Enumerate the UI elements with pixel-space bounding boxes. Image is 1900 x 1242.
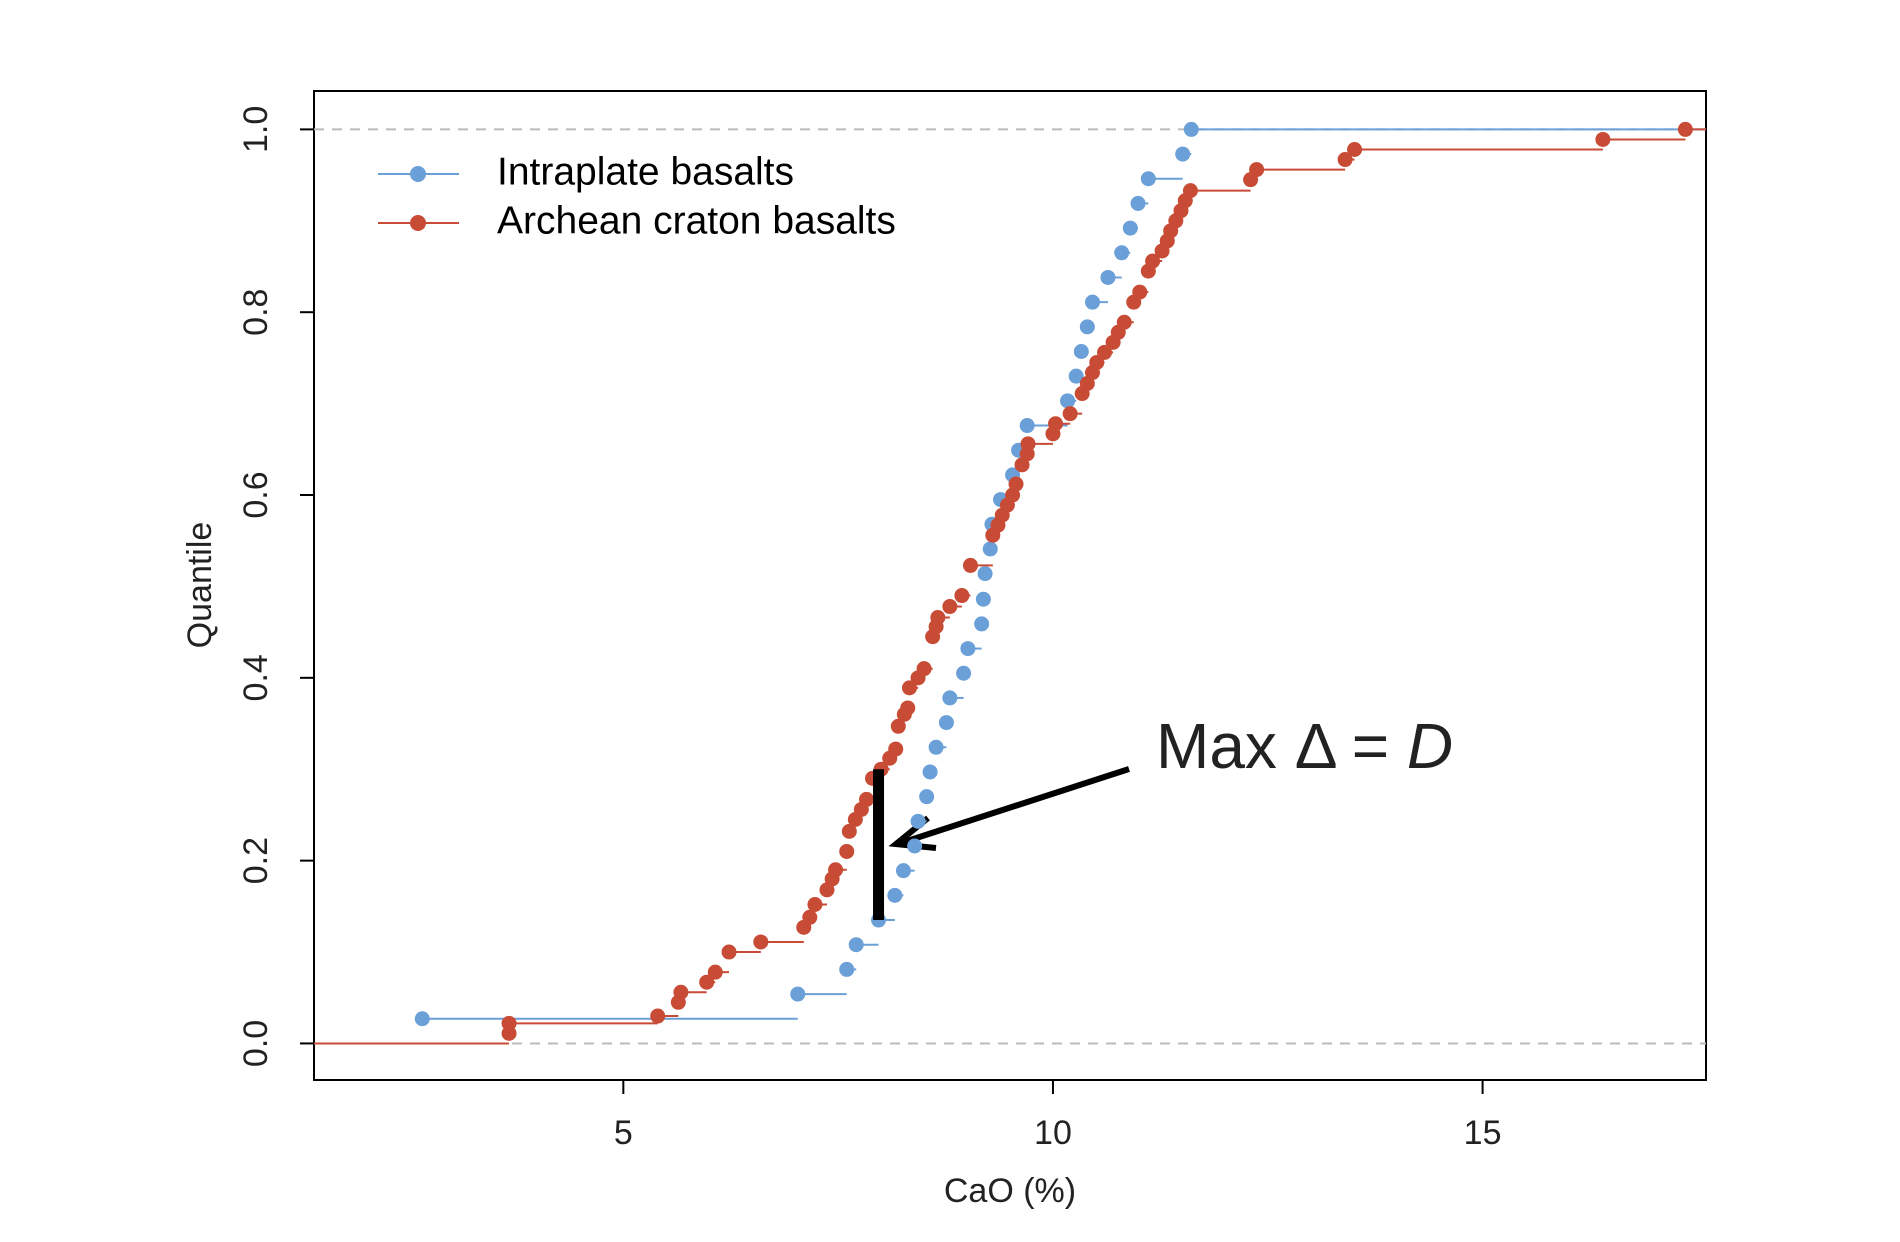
y-tick-label: 0.6: [237, 471, 275, 518]
point: [650, 1008, 666, 1024]
point: [960, 641, 976, 657]
x-tick-label: 10: [1034, 1114, 1072, 1152]
y-tick-label: 0.2: [237, 837, 275, 884]
point: [916, 661, 932, 677]
y-axis-title: Quantile: [181, 522, 219, 649]
point: [975, 591, 991, 607]
point: [938, 715, 954, 731]
point: [1130, 195, 1146, 211]
x-tick-label: 15: [1464, 1114, 1502, 1152]
point: [673, 984, 689, 1000]
legend-label: Archean craton basalts: [497, 199, 896, 242]
point: [828, 862, 844, 878]
plot-frame: [313, 90, 1707, 1081]
point: [839, 961, 855, 977]
point: [1114, 245, 1130, 261]
point: [1183, 121, 1199, 137]
point: [1132, 284, 1148, 300]
point: [982, 541, 998, 557]
point: [1175, 146, 1191, 162]
point: [962, 557, 978, 573]
point: [414, 1011, 430, 1027]
y-tick-label: 1.0: [237, 106, 275, 153]
point: [974, 616, 990, 632]
point: [699, 974, 715, 990]
point: [1048, 416, 1064, 432]
point: [1060, 393, 1076, 409]
point: [1116, 314, 1132, 330]
point: [707, 964, 723, 980]
point: [900, 700, 916, 716]
point: [1140, 171, 1156, 187]
point: [930, 609, 946, 625]
annotation-symbol: D: [1407, 710, 1453, 782]
point: [1097, 344, 1113, 360]
legend-marker: [410, 215, 426, 231]
point: [1249, 162, 1265, 178]
point: [790, 986, 806, 1002]
point: [1019, 418, 1035, 434]
point: [721, 944, 737, 960]
point: [859, 791, 875, 807]
point: [1677, 121, 1693, 137]
point: [888, 741, 904, 757]
point: [928, 739, 944, 755]
annotation: Max Δ = D: [1156, 710, 1453, 782]
point: [1084, 294, 1100, 310]
point: [942, 599, 958, 615]
annotation-text: Max Δ =: [1156, 710, 1389, 782]
y-tick-label: 0.4: [237, 654, 275, 701]
point: [954, 588, 970, 604]
x-tick-label: 5: [614, 1114, 633, 1152]
point: [848, 937, 864, 953]
legend-label: Intraplate basalts: [497, 150, 794, 193]
point: [1182, 183, 1198, 199]
point: [977, 566, 993, 582]
point: [501, 1015, 517, 1031]
point: [956, 665, 972, 681]
point: [1008, 476, 1024, 492]
point: [1062, 406, 1078, 422]
point: [890, 718, 906, 734]
point: [1337, 152, 1353, 168]
point: [839, 843, 855, 859]
annotation-arrow: [903, 766, 1130, 845]
point: [922, 764, 938, 780]
y-tick-label: 0.8: [237, 289, 275, 336]
point: [1347, 141, 1363, 157]
x-axis-title: CaO (%): [944, 1172, 1076, 1210]
point: [910, 813, 926, 829]
point: [807, 897, 823, 913]
point: [1145, 253, 1161, 269]
point: [1122, 220, 1138, 236]
point: [1073, 344, 1089, 360]
point: [1100, 269, 1116, 285]
point: [841, 823, 857, 839]
legend-marker: [410, 166, 426, 182]
point: [887, 887, 903, 903]
point: [1595, 131, 1611, 147]
point: [753, 934, 769, 950]
y-tick-label: 0.0: [237, 1020, 275, 1067]
point: [942, 690, 958, 706]
point: [1068, 368, 1084, 384]
point: [919, 789, 935, 805]
point: [802, 909, 818, 925]
point: [901, 680, 917, 696]
point: [895, 863, 911, 879]
point: [1079, 319, 1095, 335]
point: [907, 838, 923, 854]
point: [1020, 436, 1036, 452]
